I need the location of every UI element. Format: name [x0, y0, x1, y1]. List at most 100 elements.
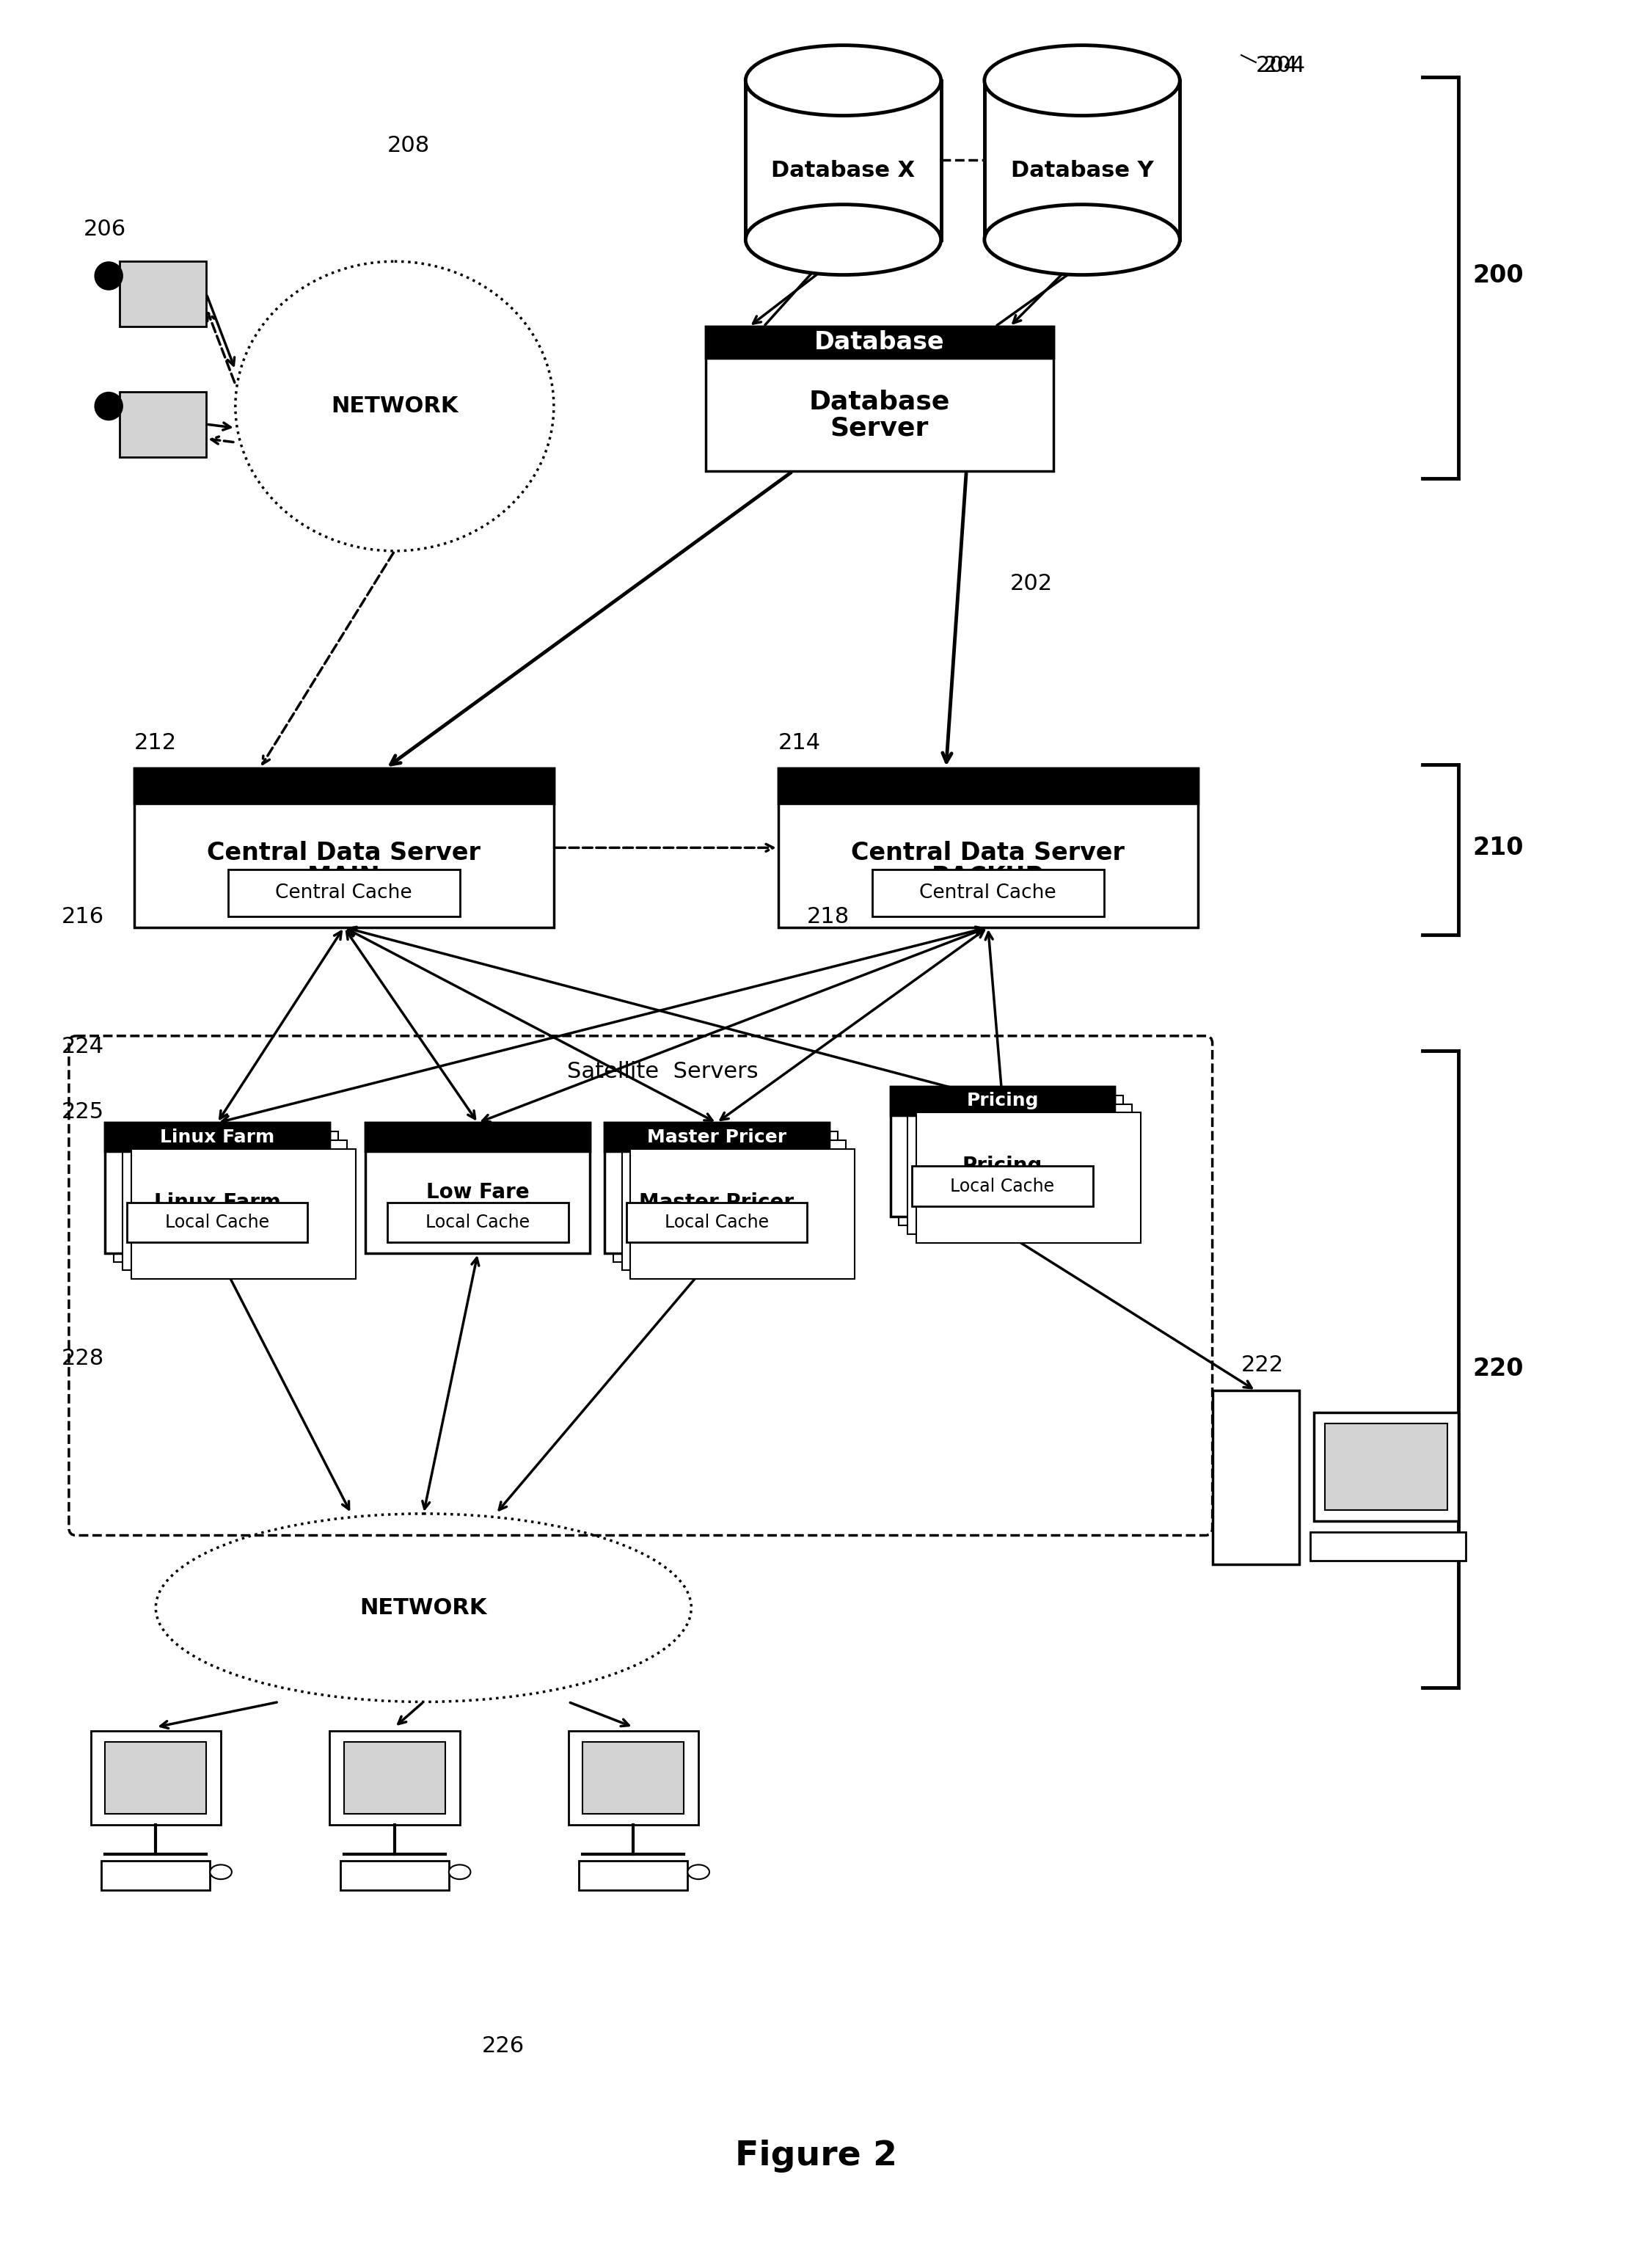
Bar	[101, 1862, 211, 1889]
Text: 208: 208	[387, 136, 429, 156]
Text: Central Cache: Central Cache	[919, 885, 1057, 903]
Ellipse shape	[687, 1864, 709, 1880]
Bar	[105, 1123, 330, 1152]
Bar	[985, 79, 1179, 240]
Text: Master Pricer: Master Pricer	[647, 1127, 787, 1145]
Text: Central Cache: Central Cache	[276, 885, 413, 903]
Bar	[612, 1132, 838, 1261]
Text: 204: 204	[1256, 54, 1298, 77]
Text: 210: 210	[1473, 835, 1524, 860]
Text: 218: 218	[807, 905, 849, 928]
Text: 230: 230	[750, 1182, 792, 1202]
Bar	[131, 1150, 356, 1279]
Bar	[746, 79, 941, 240]
Bar	[127, 1202, 307, 1243]
Text: 200: 200	[1473, 263, 1524, 288]
Bar	[229, 869, 461, 916]
Text: 206: 206	[83, 218, 126, 240]
Bar	[1212, 1390, 1300, 1565]
Text: Linux Farm: Linux Farm	[154, 1193, 281, 1213]
Text: Pricing: Pricing	[967, 1093, 1039, 1109]
Circle shape	[95, 392, 122, 420]
FancyBboxPatch shape	[105, 1123, 330, 1254]
Bar	[900, 1095, 1124, 1225]
FancyBboxPatch shape	[604, 1123, 830, 1254]
Text: 220: 220	[1473, 1356, 1524, 1381]
Bar	[340, 1862, 449, 1889]
Text: Local Cache: Local Cache	[426, 1213, 531, 1232]
Text: 225: 225	[62, 1102, 105, 1123]
Circle shape	[95, 261, 122, 290]
Text: Master Pricer: Master Pricer	[639, 1193, 794, 1213]
Bar	[122, 1141, 346, 1270]
FancyBboxPatch shape	[890, 1086, 1115, 1218]
Text: Figure 2: Figure 2	[735, 2139, 898, 2173]
Text: 202: 202	[1009, 574, 1052, 594]
FancyBboxPatch shape	[134, 769, 554, 928]
Bar	[1313, 1413, 1458, 1522]
Text: Database Y: Database Y	[1011, 161, 1153, 181]
Text: MAIN: MAIN	[307, 866, 380, 889]
Text: Satellite  Servers: Satellite Servers	[567, 1061, 758, 1082]
Text: Local Cache: Local Cache	[665, 1213, 769, 1232]
Text: Server: Server	[830, 415, 929, 440]
Text: Pricing: Pricing	[962, 1157, 1042, 1177]
Text: NETWORK: NETWORK	[359, 1597, 487, 1619]
Text: BACKUP: BACKUP	[932, 866, 1043, 889]
Text: 212: 212	[134, 733, 176, 753]
Text: 204: 204	[1262, 54, 1306, 77]
Bar	[387, 1202, 568, 1243]
Text: Linux Farm: Linux Farm	[160, 1127, 274, 1145]
Ellipse shape	[211, 1864, 232, 1880]
Ellipse shape	[449, 1864, 470, 1880]
Text: Local Cache: Local Cache	[165, 1213, 269, 1232]
Bar	[908, 1105, 1132, 1234]
Bar	[705, 327, 1053, 358]
Text: 224: 224	[62, 1036, 105, 1057]
Bar	[568, 1730, 699, 1826]
Bar	[114, 1132, 338, 1261]
FancyBboxPatch shape	[779, 769, 1199, 928]
Text: 216: 216	[62, 905, 105, 928]
Text: Local Cache: Local Cache	[950, 1177, 1055, 1195]
Ellipse shape	[746, 204, 941, 274]
FancyBboxPatch shape	[366, 1123, 590, 1254]
Text: Database X: Database X	[771, 161, 914, 181]
Bar	[630, 1150, 854, 1279]
Text: NETWORK: NETWORK	[331, 395, 459, 417]
Bar	[583, 1742, 684, 1814]
Text: 228: 228	[62, 1347, 105, 1370]
Bar	[580, 1862, 687, 1889]
Bar	[105, 1742, 206, 1814]
Text: Database: Database	[815, 331, 944, 354]
Text: Low Fare: Low Fare	[426, 1182, 529, 1202]
Bar	[622, 1141, 846, 1270]
Bar	[119, 392, 206, 456]
Text: 214: 214	[779, 733, 821, 753]
Bar	[366, 1123, 590, 1152]
Text: 226: 226	[482, 2034, 524, 2057]
Ellipse shape	[985, 204, 1179, 274]
Text: Central Data Server: Central Data Server	[207, 841, 480, 864]
Ellipse shape	[985, 45, 1179, 116]
Bar	[134, 769, 554, 803]
Bar	[90, 1730, 220, 1826]
Text: Database: Database	[808, 390, 950, 415]
Bar	[119, 261, 206, 327]
Bar	[345, 1742, 446, 1814]
Bar	[330, 1730, 461, 1826]
Text: 222: 222	[1241, 1354, 1284, 1377]
Text: Search Engine: Search Engine	[395, 1202, 560, 1222]
Text: Central Data Server: Central Data Server	[851, 841, 1125, 864]
Bar	[779, 769, 1199, 803]
Bar	[890, 1086, 1115, 1116]
Bar	[625, 1202, 807, 1243]
Bar	[872, 869, 1104, 916]
Bar	[1324, 1424, 1447, 1510]
Bar	[604, 1123, 830, 1152]
Ellipse shape	[746, 45, 941, 116]
Bar	[913, 1166, 1092, 1207]
Bar	[1310, 1531, 1466, 1560]
Bar	[916, 1114, 1141, 1243]
FancyBboxPatch shape	[705, 327, 1053, 472]
